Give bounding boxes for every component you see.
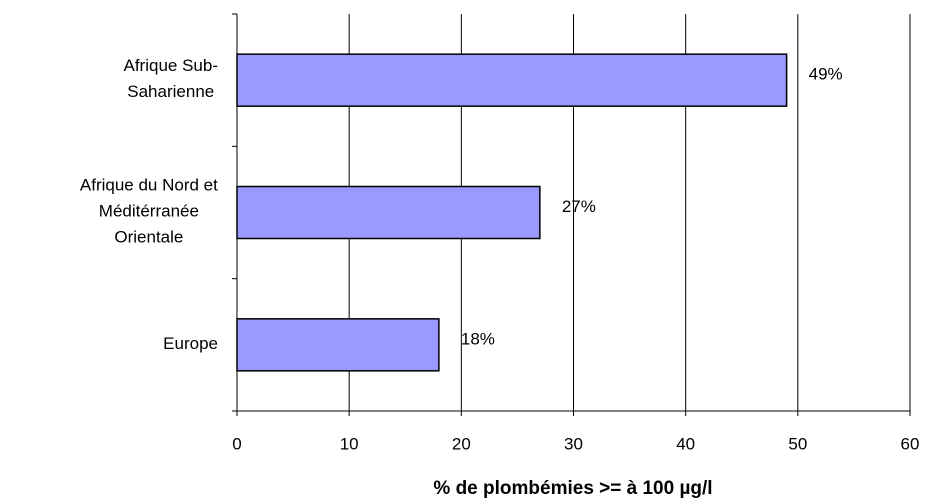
bar: [236, 53, 788, 107]
value-label: 27%: [562, 197, 596, 216]
x-tick-label: 10: [340, 434, 359, 453]
x-axis-title: % de plombémies >= à 100 µg/l: [433, 478, 712, 499]
x-tick-label: 60: [901, 434, 920, 453]
y-tick-label: Afrique Sub-Saharienne: [124, 57, 219, 102]
x-tick-label: 30: [564, 434, 583, 453]
x-tick-label: 50: [788, 434, 807, 453]
value-label: 49%: [809, 65, 843, 84]
y-tick-label: Europe: [163, 334, 218, 353]
x-tick-label: 40: [676, 434, 695, 453]
x-tick-label: 0: [232, 434, 241, 453]
y-tick-label: Afrique du Nord et Méditérranée Orientale: [80, 176, 218, 247]
bar: [236, 318, 440, 372]
x-tick-label: 20: [452, 434, 471, 453]
bar: [236, 185, 541, 240]
value-label: 18%: [461, 329, 495, 348]
